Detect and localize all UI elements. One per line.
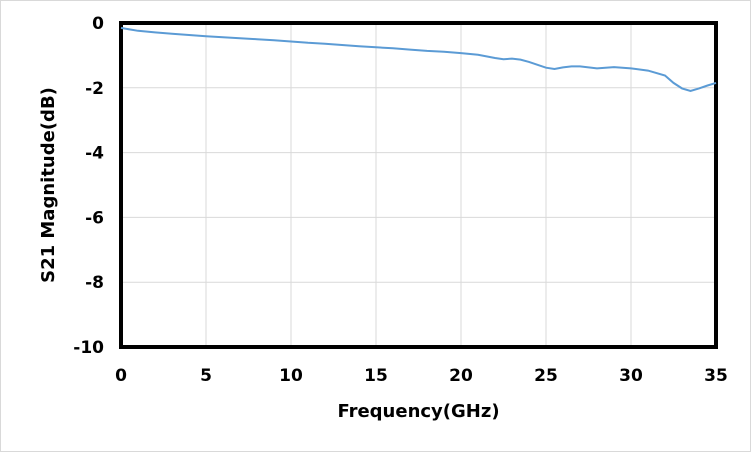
x-tick-label: 10: [279, 366, 303, 386]
x-tick-label: 25: [534, 366, 558, 386]
y-tick-labels: 0 -2 -4 -6 -8 -10: [73, 14, 104, 358]
y-tick-label: -10: [73, 338, 104, 358]
x-tick-labels: 0 5 10 15 20 25 30 35: [115, 366, 728, 386]
series-line: [120, 26, 717, 93]
y-tick-label: -6: [85, 208, 104, 228]
plot-area-border: [119, 21, 718, 349]
x-axis-title: Frequency(GHz): [337, 401, 499, 422]
x-tick-label: 15: [364, 366, 388, 386]
y-tick-label: -2: [85, 79, 104, 99]
x-tick-label: 5: [200, 366, 212, 386]
x-tick-label: 0: [115, 366, 127, 386]
grid-lines: [120, 22, 717, 348]
x-tick-label: 30: [619, 366, 643, 386]
x-tick-label: 35: [704, 366, 728, 386]
x-tick-label: 20: [449, 366, 473, 386]
y-tick-label: -4: [85, 144, 104, 164]
y-tick-label: 0: [92, 14, 104, 34]
y-axis-title: S21 Magnitude(dB): [38, 87, 59, 283]
y-tick-label: -8: [85, 273, 104, 293]
